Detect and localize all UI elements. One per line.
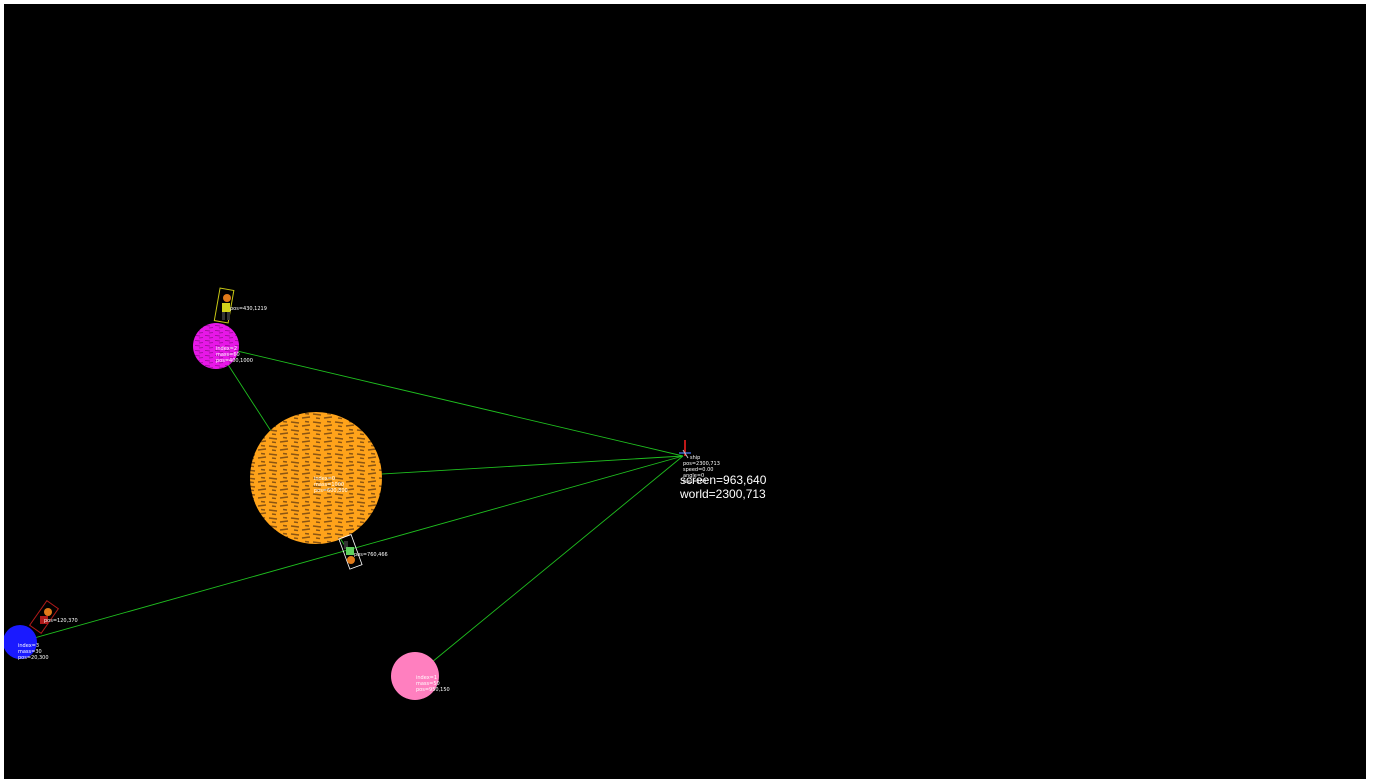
pink-planet[interactable]: index=1 mass=50 pos=950,150 xyxy=(391,652,450,700)
ship-info-0: ship xyxy=(690,455,700,461)
character-head-icon xyxy=(44,608,52,616)
magenta-planet[interactable]: index=2 mass=60 pos=400,1000 xyxy=(193,323,253,369)
gravity-line-pink xyxy=(414,455,684,677)
blue-planet[interactable]: index=3 mass=30 pos=20,300 xyxy=(4,625,49,661)
sun-info-0: index=0 xyxy=(314,476,335,482)
orange-sun[interactable]: index=0 mass=1000 pos=600,800 xyxy=(250,412,382,544)
blue-info-0: index=3 xyxy=(18,643,39,649)
pink-info-2: pos=950,150 xyxy=(416,687,450,693)
character-blue[interactable]: pos=120,370 xyxy=(28,600,78,634)
character-head-icon xyxy=(347,556,355,564)
ship[interactable]: ship pos=2300,713 speed=0.00 angle=0 fue… xyxy=(679,440,720,485)
cursor-screen-readout: screen=963,640 xyxy=(680,473,767,487)
character-sun[interactable]: pos=760,466 xyxy=(338,534,388,570)
character-body-icon xyxy=(346,547,354,555)
character-body-icon xyxy=(40,616,48,624)
cursor-world-readout: world=2300,713 xyxy=(679,487,766,501)
ship-info-4: fuel=100 xyxy=(683,479,706,485)
ship-info-3: angle=0 xyxy=(683,473,704,479)
sun-info-2: pos=600,800 xyxy=(314,488,348,494)
character-magenta-label: pos=430,1219 xyxy=(230,306,267,312)
character-magenta[interactable]: pos=430,1219 xyxy=(213,287,267,324)
magenta-info-2: pos=400,1000 xyxy=(216,358,253,364)
blue-info-2: pos=20,300 xyxy=(18,655,49,661)
character-blue-label: pos=120,370 xyxy=(44,618,78,624)
space-scene[interactable]: index=0 mass=1000 pos=600,800 index=2 ma… xyxy=(4,4,1366,779)
character-sun-label: pos=760,466 xyxy=(354,552,388,558)
character-head-icon xyxy=(223,294,231,302)
magenta-info-0: index=2 xyxy=(216,346,237,352)
ship-info-1: pos=2300,713 xyxy=(683,461,720,467)
magenta-info-1: mass=60 xyxy=(216,352,240,358)
gravity-line-magenta xyxy=(215,345,684,457)
pink-info-0: index=1 xyxy=(416,675,437,681)
pink-info-1: mass=50 xyxy=(416,681,440,687)
blue-info-1: mass=30 xyxy=(18,649,42,655)
sun-info-1: mass=1000 xyxy=(314,482,344,488)
ship-info-2: speed=0.00 xyxy=(683,467,713,473)
character-body-icon xyxy=(222,303,230,312)
game-viewport[interactable]: index=0 mass=1000 pos=600,800 index=2 ma… xyxy=(4,4,1366,779)
